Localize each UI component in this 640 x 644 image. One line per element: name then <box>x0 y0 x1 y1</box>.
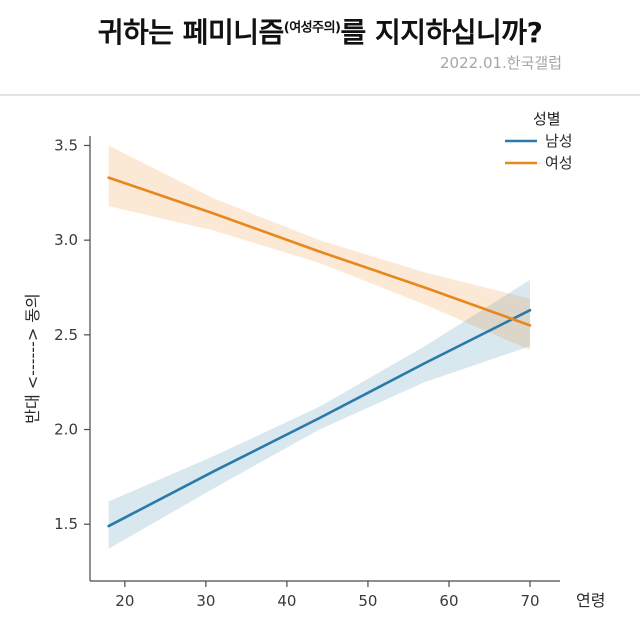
x-tick-label: 70 <box>520 592 539 610</box>
y-tick-label: 2.0 <box>54 421 78 439</box>
x-tick-label: 30 <box>196 592 215 610</box>
legend-label-여성: 여성 <box>545 154 573 172</box>
confidence-band-여성 <box>108 145 531 350</box>
title-superscript: (여성주의) <box>283 20 341 36</box>
y-tick-label: 1.5 <box>54 515 78 533</box>
y-tick-label: 3.0 <box>54 231 78 249</box>
header: 귀하는 페미니즘(여성주의)를 지지하십니까? 2022.01.한국갤럽 <box>0 0 640 96</box>
y-axis-title: 반대 <------> 동의 <box>23 293 42 424</box>
title-main: 귀하는 페미니즘 <box>97 16 285 49</box>
chart-area: 20 30 40 50 60 70 1.5 2.0 2.5 3.0 3.5 연령 반대 <------>… <box>0 96 640 640</box>
legend-label-남성: 남성 <box>545 132 573 150</box>
confidence-band-남성 <box>108 279 531 549</box>
chart-canvas: 20 30 40 50 60 70 1.5 2.0 2.5 3.0 3.5 연령 반대 <------>… <box>23 110 605 610</box>
y-tick-label: 2.5 <box>54 326 78 344</box>
x-axis-title: 연령 <box>576 591 605 610</box>
x-tick-label: 50 <box>358 592 377 610</box>
x-tick-label: 40 <box>277 592 296 610</box>
x-tick-label: 60 <box>439 592 458 610</box>
legend-title: 성별 <box>533 110 561 128</box>
x-tick-label: 20 <box>115 592 134 610</box>
y-tick-label: 3.5 <box>54 136 78 154</box>
trend-line-여성 <box>107 176 532 327</box>
page-title: 귀하는 페미니즘(여성주의)를 지지하십니까? <box>0 16 640 50</box>
title-tail: 를 지지하십니까? <box>340 16 543 49</box>
source-caption: 2022.01.한국갤럽 <box>440 53 562 72</box>
trend-line-남성 <box>107 308 532 528</box>
